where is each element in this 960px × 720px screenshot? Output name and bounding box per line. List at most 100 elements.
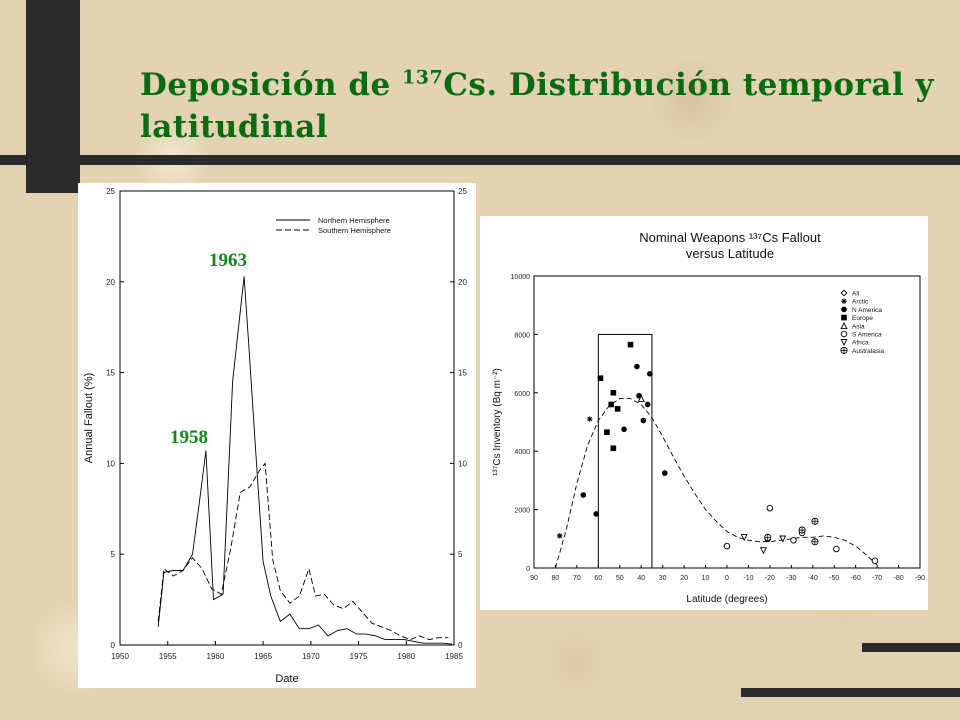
data-point-europe <box>604 429 610 436</box>
plot-frame <box>119 190 455 646</box>
x-tick-label: 60 <box>594 575 602 582</box>
y-tick-label: 4000 <box>514 449 530 456</box>
title-text-before: Deposición de <box>140 67 403 103</box>
y-tick-label: 15 <box>106 369 115 378</box>
data-point-europe <box>597 375 604 381</box>
legend-label: Australasia <box>852 348 885 355</box>
series-line-northern-hemisphere <box>157 276 453 645</box>
time-chart-panel: 0 0 5 5 10 10 15 15 20 20 25 25 1950 1955 1960 1965 1970… <box>78 183 476 688</box>
data-point-arctic <box>556 533 563 539</box>
x-tick-label: -30 <box>786 575 796 582</box>
x-tick-label: 90 <box>530 575 538 582</box>
y-tick-label: 2000 <box>514 508 530 515</box>
data-point-europe <box>614 406 621 412</box>
y-tick-label: 0 <box>111 641 116 650</box>
legend-marker <box>841 298 847 304</box>
x-axis-label: Date <box>275 673 298 685</box>
x-tick-label: 30 <box>659 575 667 582</box>
y-tick-label-right: 10 <box>458 459 467 468</box>
legend-marker <box>840 321 848 330</box>
data-point-europe <box>610 445 617 452</box>
slide-title: Deposición de 137Cs. Distribución tempor… <box>140 64 940 148</box>
annotation-1963: 1963 <box>209 250 247 271</box>
data-point-n-america <box>621 426 627 433</box>
x-tick-label: 70 <box>573 575 581 582</box>
legend-marker <box>840 289 848 297</box>
data-point-s-america <box>833 545 840 553</box>
y-tick-label-right: 25 <box>458 187 467 196</box>
y-tick-label: 6000 <box>514 391 530 398</box>
annotation-1958: 1958 <box>170 427 208 448</box>
y-tick-label: 8000 <box>514 332 530 339</box>
data-point-n-america <box>647 371 653 377</box>
data-point-n-america <box>593 511 599 517</box>
data-point-arctic <box>586 416 593 422</box>
data-point-africa <box>759 547 767 555</box>
x-tick-label: 40 <box>637 575 645 582</box>
x-tick-label: -80 <box>893 575 903 582</box>
legend-label: N America <box>852 307 882 314</box>
x-tick-label: -50 <box>829 575 839 582</box>
slide-rule <box>0 155 960 165</box>
y-tick-label: 0 <box>526 566 530 573</box>
data-point-n-america <box>634 363 640 370</box>
data-point-s-america <box>766 504 774 512</box>
data-point-asia <box>637 394 645 402</box>
data-point-europe <box>627 341 634 348</box>
y-tick-label: 10000 <box>511 274 531 281</box>
legend-marker <box>841 306 847 313</box>
x-tick-label: 80 <box>552 575 560 582</box>
slide-corner-bar <box>741 688 960 697</box>
legend-label: Northern Hemisphere <box>318 216 390 225</box>
x-tick-label: 10 <box>702 575 710 582</box>
y-tick-label: 20 <box>106 278 115 287</box>
data-point-n-america <box>640 417 647 424</box>
x-tick-label: -60 <box>851 575 861 582</box>
data-point-australasia-cross <box>812 518 818 525</box>
chart-title: Nominal Weapons ¹³⁷Cs Fallout <box>639 230 821 245</box>
legend-label: S America <box>852 332 882 339</box>
y-tick-label-right: 15 <box>458 369 467 378</box>
legend-label: Asia <box>852 323 865 330</box>
y-axis-label: ¹³⁷Cs Inventory (Bq m⁻²) <box>492 368 503 476</box>
data-point-africa <box>740 534 748 542</box>
legend-label: Africa <box>852 340 869 347</box>
x-tick-label: -20 <box>765 575 775 582</box>
x-tick-label: 1950 <box>111 652 129 661</box>
data-point-africa <box>779 535 787 543</box>
x-tick-label: 1980 <box>397 652 415 661</box>
legend-marker <box>840 338 848 347</box>
y-tick-label: 5 <box>111 550 116 559</box>
highlight-box <box>597 333 653 569</box>
chart-subtitle: versus Latitude <box>686 246 774 261</box>
x-axis-label: Latitude (degrees) <box>686 594 767 605</box>
time-chart: 0 0 5 5 10 10 15 15 20 20 25 25 1950 1955 1960 1965 1970… <box>83 187 467 685</box>
title-text-after: Cs. Distribución temporal y latitudinal <box>140 67 935 145</box>
y-tick-label: 10 <box>106 459 115 468</box>
x-tick-label: -40 <box>808 575 818 582</box>
legend-marker-cross <box>841 347 847 354</box>
y-tick-label-right: 5 <box>458 550 463 559</box>
legend-label: Arctic <box>852 299 869 306</box>
x-tick-label: 0 <box>725 575 729 582</box>
x-tick-label: 1975 <box>350 652 368 661</box>
data-point-europe <box>608 401 614 408</box>
legend-label: All <box>852 291 860 298</box>
data-point-australasia-cross <box>764 534 771 541</box>
data-point-australasia-cross <box>812 538 818 545</box>
legend-label: Europe <box>852 315 873 322</box>
x-tick-label: -10 <box>743 575 753 582</box>
x-tick-label: 1955 <box>159 652 177 661</box>
data-point-s-america <box>871 557 879 564</box>
x-tick-label: 1965 <box>254 652 272 661</box>
legend-label: Southern Hemisphere <box>318 226 391 235</box>
y-axis-label: Annual Fallout (%) <box>83 373 95 464</box>
x-tick-label: -70 <box>872 575 882 582</box>
y-tick-label-right: 20 <box>458 278 467 287</box>
data-point-n-america <box>580 492 587 498</box>
x-tick-label: 1960 <box>207 652 225 661</box>
x-tick-label: 20 <box>680 575 688 582</box>
data-point-australasia-cross <box>799 527 805 533</box>
legend-marker <box>841 314 847 321</box>
